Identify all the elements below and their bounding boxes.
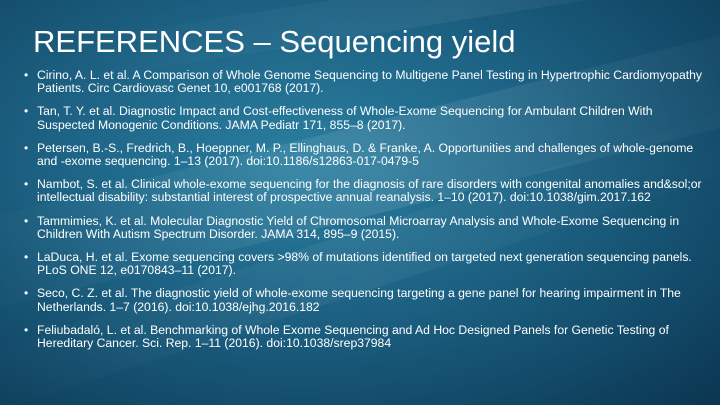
bullet-icon: • [24, 322, 29, 337]
bullet-icon: • [24, 177, 29, 192]
reference-text: Cirino, A. L. et al. A Comparison of Who… [37, 68, 703, 96]
reference-text: Tan, T. Y. et al. Diagnostic Impact and … [37, 104, 653, 132]
reference-item: • Seco, C. Z. et al. The diagnostic yiel… [24, 286, 704, 314]
reference-item: • Petersen, B.-S., Fredrich, B., Hoeppne… [24, 140, 704, 169]
bullet-icon: • [24, 286, 29, 301]
bullet-icon: • [24, 68, 29, 82]
reference-item: • Tammimies, K. et al. Molecular Diagnos… [24, 213, 704, 241]
reference-text: Tammimies, K. et al. Molecular Diagnosti… [37, 213, 680, 241]
reference-item: • Cirino, A. L. et al. A Comparison of W… [24, 68, 704, 96]
reference-item: • Tan, T. Y. et al. Diagnostic Impact an… [24, 104, 704, 132]
reference-item: • Feliubadaló, L. et al. Benchmarking of… [24, 322, 704, 351]
reference-text: Feliubadaló, L. et al. Benchmarking of W… [37, 322, 669, 351]
reference-text: Nambot, S. et al. Clinical whole-exome s… [37, 177, 702, 205]
reference-text: LaDuca, H. et al. Exome sequencing cover… [37, 250, 692, 278]
slide-title: REFERENCES – Sequencing yield [33, 24, 516, 59]
reference-item: • LaDuca, H. et al. Exome sequencing cov… [24, 250, 704, 278]
reference-text: Petersen, B.-S., Fredrich, B., Hoeppner,… [37, 140, 694, 169]
reference-list: • Cirino, A. L. et al. A Comparison of W… [24, 68, 704, 360]
bullet-icon: • [24, 250, 29, 265]
reference-text: Seco, C. Z. et al. The diagnostic yield … [37, 286, 681, 314]
reference-item: • Nambot, S. et al. Clinical whole-exome… [24, 177, 704, 205]
bullet-icon: • [24, 213, 29, 228]
bullet-icon: • [24, 140, 29, 155]
bullet-icon: • [24, 104, 29, 119]
